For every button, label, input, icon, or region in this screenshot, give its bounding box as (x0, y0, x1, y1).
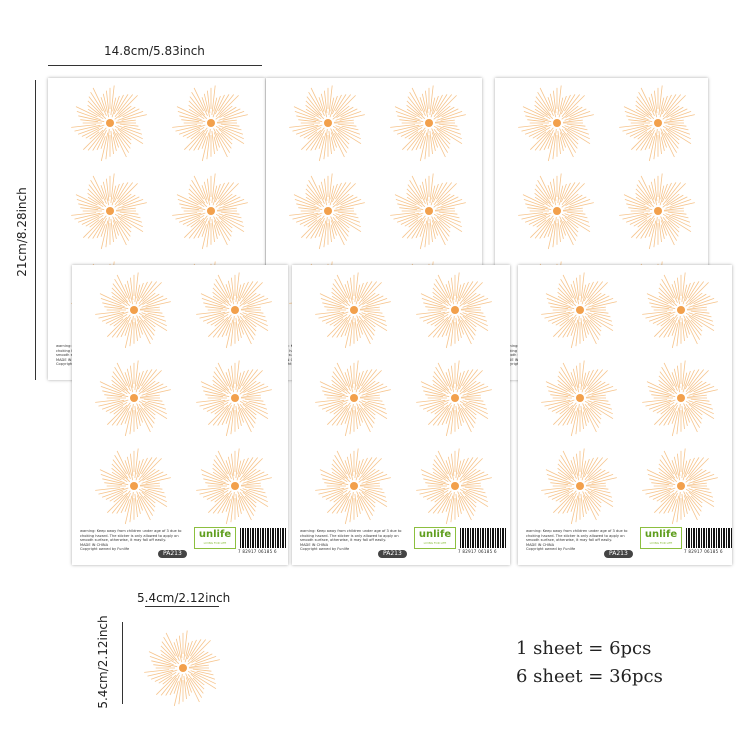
sunburst-sticker (517, 83, 597, 163)
sunburst-sticker (415, 270, 495, 350)
sunburst-sticker (195, 358, 275, 438)
sheet-footer: warning: Keep away from children under a… (526, 527, 734, 559)
product-code-badge: PA213 (158, 550, 187, 558)
sticker-width-label: 5.4cm/2.12inch (137, 591, 231, 605)
barcode-number: 7 82917 06185 6 (238, 549, 277, 554)
sheet-width-arrow (48, 65, 262, 66)
barcode (686, 528, 732, 548)
barcode-number: 7 82917 06185 6 (684, 549, 723, 554)
sunburst-sticker (641, 446, 721, 526)
barcode (240, 528, 286, 548)
sticker-sheet: warning: Keep away from children under a… (72, 265, 288, 565)
sticker-height-label: 5.4cm/2.12inch (96, 615, 110, 709)
sunburst-sticker (288, 83, 368, 163)
warning-text: warning: Keep away from children under a… (526, 529, 628, 552)
sunburst-sticker (618, 83, 698, 163)
warning-text: warning: Keep away from children under a… (300, 529, 402, 552)
sunburst-sticker (94, 358, 174, 438)
sunburst-sticker (195, 270, 275, 350)
sunburst-sticker (94, 446, 174, 526)
sunburst-sticker (641, 270, 721, 350)
sticker-sheet: warning: Keep away from children under a… (292, 265, 510, 565)
sunburst-sticker (70, 171, 150, 251)
sunburst-sticker (195, 446, 275, 526)
barcode (460, 528, 506, 548)
sunburst-sticker (94, 270, 174, 350)
sunburst-sticker (389, 83, 469, 163)
sheet-width-label: 14.8cm/5.83inch (104, 44, 205, 58)
sunburst-sticker (415, 446, 495, 526)
sunburst-sticker (171, 83, 251, 163)
sheet-height-arrow (35, 80, 36, 380)
product-code-badge: PA213 (604, 550, 633, 558)
sunburst-sticker (314, 270, 394, 350)
sunburst-sticker (314, 358, 394, 438)
product-code-badge: PA213 (378, 550, 407, 558)
sunburst-sticker (314, 446, 394, 526)
sunburst-sticker (415, 358, 495, 438)
sample-sticker-sunburst (143, 628, 223, 708)
sunburst-sticker (618, 171, 698, 251)
quantity-per-sheet: 1 sheet = 6pcs (516, 638, 652, 659)
sticker-height-arrow (122, 622, 123, 704)
sunburst-sticker (389, 171, 469, 251)
quantity-total: 6 sheet = 36pcs (516, 666, 663, 687)
sunburst-sticker (517, 171, 597, 251)
sheet-footer: warning: Keep away from children under a… (300, 527, 508, 559)
sunburst-sticker (540, 446, 620, 526)
sunburst-sticker (288, 171, 368, 251)
sheet-height-label: 21cm/8.28inch (15, 187, 29, 277)
sunburst-sticker (70, 83, 150, 163)
sticker-width-arrow (145, 606, 219, 607)
sticker-sheet: warning: Keep away from children under a… (518, 265, 732, 565)
sheet-footer: warning: Keep away from children under a… (80, 527, 288, 559)
barcode-number: 7 82917 06185 6 (458, 549, 497, 554)
sunburst-sticker (540, 270, 620, 350)
sunburst-sticker (641, 358, 721, 438)
sunburst-sticker (171, 171, 251, 251)
sunburst-sticker (540, 358, 620, 438)
warning-text: warning: Keep away from children under a… (80, 529, 182, 552)
